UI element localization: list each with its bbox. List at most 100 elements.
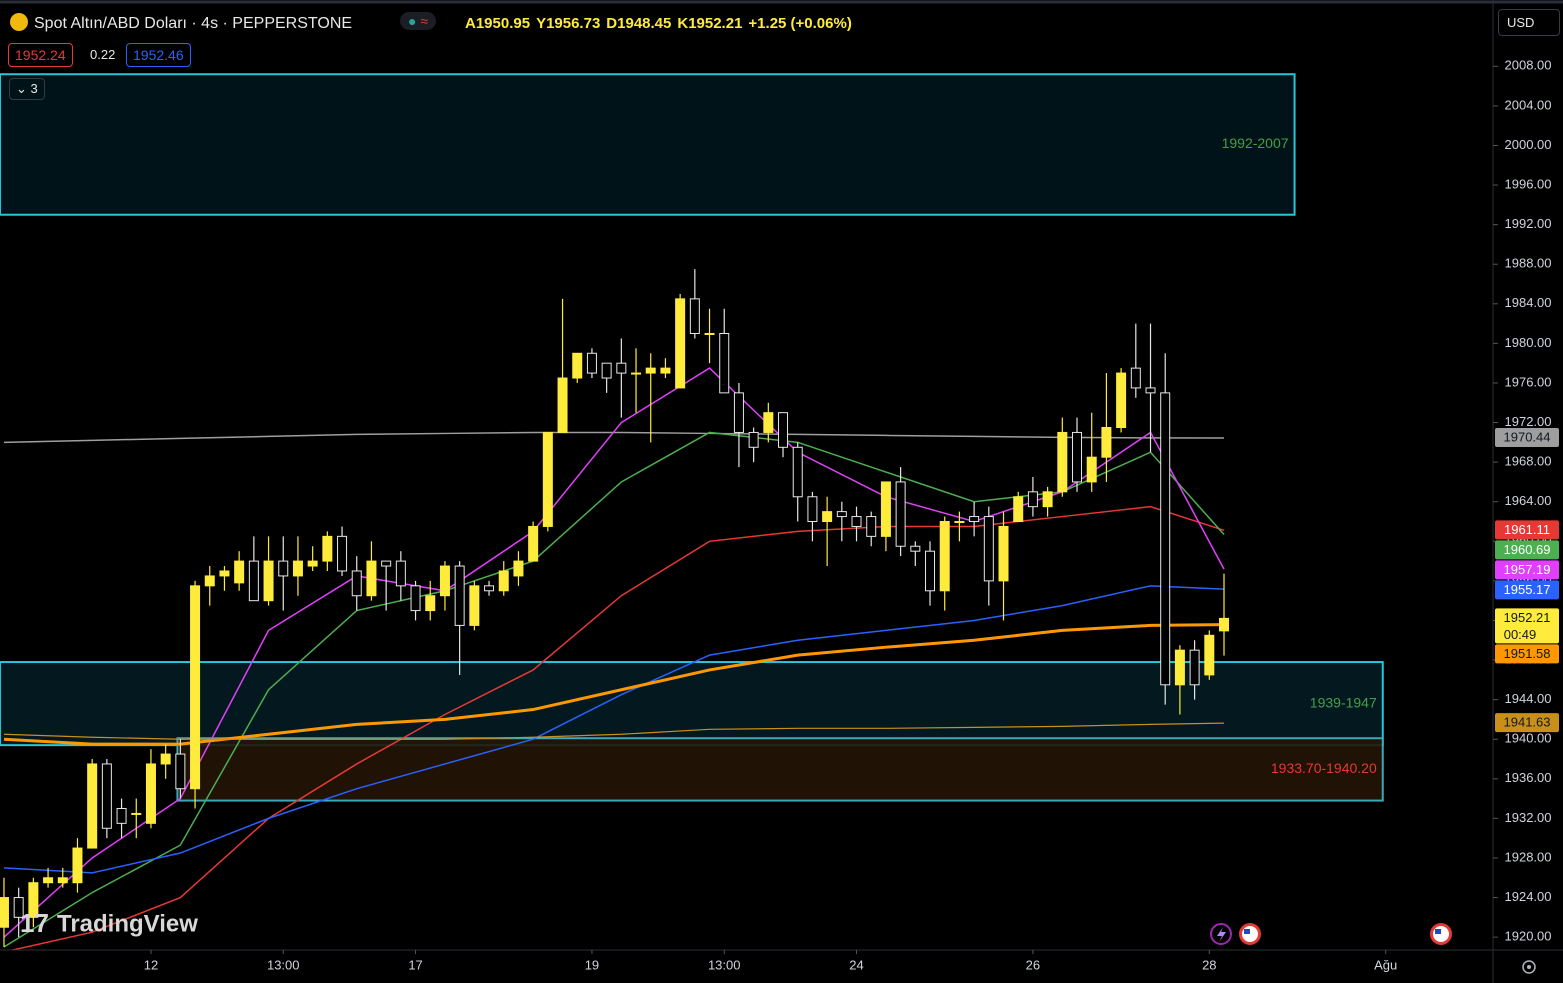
ohlc-value: Y1956.73 — [536, 15, 601, 32]
y-tick-label: 1944.00 — [1505, 691, 1552, 706]
candle-body — [910, 545, 921, 552]
symbol-icon — [10, 13, 28, 31]
ohlc-value: D1948.45 — [606, 15, 672, 32]
candle-body — [454, 565, 465, 626]
candle-body — [469, 585, 480, 626]
candle-body — [616, 362, 627, 374]
candle-body — [219, 570, 230, 577]
ohlc-value: A1950.95 — [465, 15, 531, 32]
price-badge — [1495, 608, 1559, 644]
candle-body — [131, 812, 142, 815]
candle-body — [572, 352, 583, 379]
indicators-toggle[interactable]: ⌄ 3 — [9, 78, 45, 100]
candle-body — [880, 481, 891, 537]
settings-icon[interactable] — [1522, 960, 1536, 974]
x-tick-label: 24 — [849, 957, 863, 972]
y-tick-label: 1936.00 — [1505, 770, 1552, 785]
candle-body — [586, 352, 597, 374]
x-tick-label: 13:00 — [267, 957, 300, 972]
watermark: TradingView — [57, 910, 198, 937]
y-tick-label: 1996.00 — [1505, 176, 1552, 191]
x-tick-label: 19 — [585, 957, 599, 972]
y-tick-label: 1980.00 — [1505, 335, 1552, 350]
candle-body — [1130, 367, 1141, 389]
price-badge-label: 1951.58 — [1504, 646, 1551, 661]
candle-body — [1145, 387, 1156, 394]
moving-average — [3, 722, 1225, 740]
symbol-title[interactable]: Spot Altın/ABD Doları · 4s · PEPPERSTONE — [10, 13, 352, 33]
price-badge-label: 1957.19 — [1504, 562, 1551, 577]
candle-body — [87, 763, 98, 849]
candle-body — [1101, 427, 1112, 458]
price-badge-label: 1961.11 — [1504, 522, 1550, 537]
x-tick-label: 28 — [1202, 957, 1216, 972]
candle-body — [292, 560, 303, 577]
candle-body — [1116, 372, 1127, 428]
candle-body — [439, 565, 450, 597]
candle-body — [1027, 491, 1038, 508]
candle-body — [763, 412, 774, 433]
currency-button[interactable]: USD — [1498, 9, 1560, 36]
candle-body — [748, 431, 759, 448]
y-tick-label: 1992.00 — [1505, 216, 1552, 231]
candle-body — [204, 575, 215, 587]
candle-body — [1204, 634, 1215, 676]
candle-body — [998, 525, 1009, 582]
y-tick-label: 2008.00 — [1505, 58, 1552, 73]
candle-body — [322, 535, 333, 562]
title-text: Spot Altın/ABD Doları · 4s · PEPPERSTONE — [34, 15, 353, 32]
x-tick-label: 26 — [1026, 957, 1040, 972]
candle-body — [645, 367, 656, 374]
ohlc-value: K1952.21 — [677, 15, 743, 32]
candle-body — [1086, 456, 1097, 483]
candle-body — [351, 570, 362, 597]
candle-body — [278, 560, 289, 577]
candle-body — [1160, 392, 1171, 686]
zone — [0, 73, 1296, 216]
logo-mark: 17 — [20, 908, 49, 938]
price-badge — [1495, 644, 1559, 664]
candle-body — [484, 585, 495, 592]
price-badge-label: 1960.69 — [1504, 542, 1551, 557]
price-badge-label: 1941.63 — [1504, 715, 1551, 730]
candle-body — [395, 560, 406, 587]
price-badge — [1495, 520, 1559, 540]
candle-body — [836, 511, 847, 518]
event-icons — [1210, 923, 1452, 945]
price-badge — [1495, 580, 1559, 600]
y-tick-label: 1924.00 — [1505, 889, 1552, 904]
candle-body — [925, 550, 936, 592]
candle-body — [425, 595, 436, 612]
y-tick-label: 1968.00 — [1505, 454, 1552, 469]
candle-body — [969, 516, 980, 523]
candle-body — [689, 298, 700, 334]
y-tick-label: 1932.00 — [1505, 810, 1552, 825]
price-badge — [1495, 713, 1559, 733]
buy-button[interactable]: 1952.46 — [126, 43, 191, 67]
candle-body — [704, 332, 715, 335]
candle-body — [542, 431, 553, 527]
zone-label: 1933.70-1940.20 — [1271, 760, 1377, 776]
candle-body — [72, 847, 83, 884]
candle-body — [234, 560, 245, 584]
candle-body — [175, 753, 186, 790]
countdown: 00:49 — [1504, 627, 1537, 642]
y-tick-label: 1964.00 — [1505, 493, 1552, 508]
moving-average — [9, 505, 1225, 950]
y-tick-label: 2000.00 — [1505, 137, 1552, 152]
candle-body — [1057, 431, 1068, 493]
status-icons[interactable]: ● ≈ — [400, 12, 437, 30]
candle-body — [939, 521, 950, 592]
plot-area: 1992-2007 1939-1947 1933.70-1940.20 — [0, 73, 1384, 950]
y-tick-label: 1928.00 — [1505, 849, 1552, 864]
x-tick-label: Ağu — [1374, 957, 1397, 972]
price-badge — [1495, 427, 1559, 447]
indicators-count: 3 — [30, 81, 38, 96]
candle-body — [895, 481, 906, 547]
candle-body — [528, 525, 539, 562]
x-tick-label: 17 — [408, 957, 422, 972]
candle-body — [1189, 649, 1200, 686]
x-tick-label: 13:00 — [708, 957, 741, 972]
sell-button[interactable]: 1952.24 — [8, 43, 73, 67]
candle-body — [778, 412, 789, 448]
